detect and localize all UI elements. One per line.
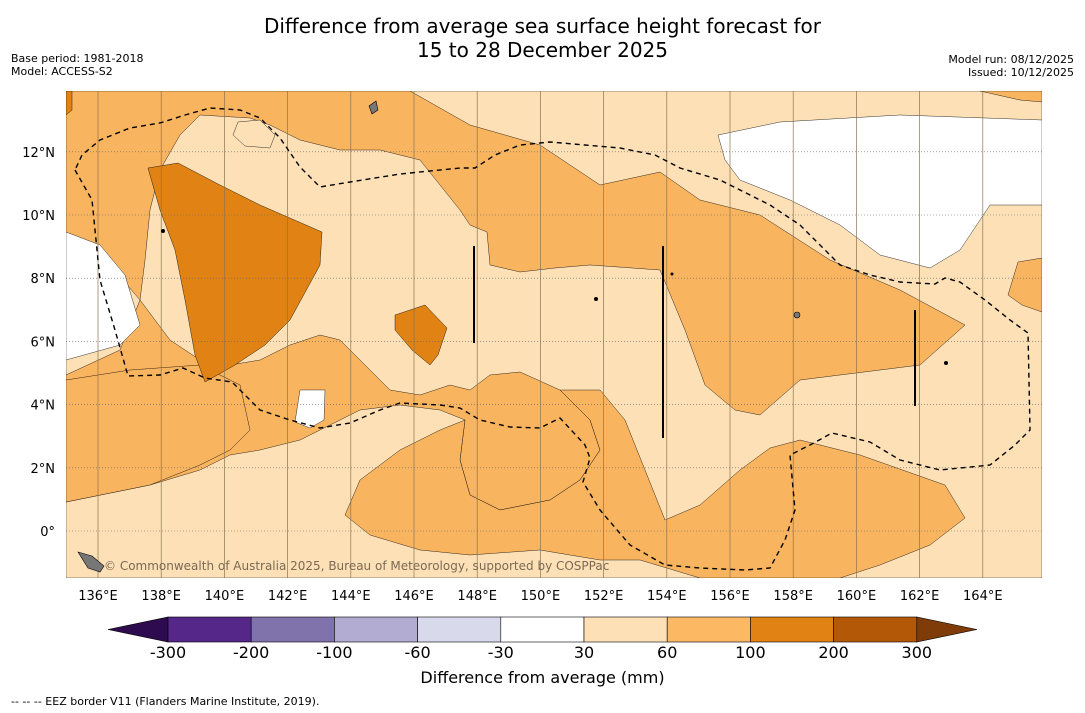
colorbar-tick-label: -100	[316, 643, 353, 662]
colorbar-tick-label: -30	[487, 643, 514, 662]
lon-label: 142°E	[268, 589, 308, 604]
colorbar-arrow-high	[916, 616, 978, 643]
title-line-2: 15 to 28 December 2025	[416, 38, 668, 62]
contour-30-60-north	[232, 119, 276, 149]
colorbar-tick-label: 300	[901, 643, 933, 662]
contour-60-100-northeast	[979, 91, 1042, 103]
colorbar-swatch	[833, 616, 918, 643]
model-run: Model run: 08/12/2025	[948, 53, 1074, 66]
chart-title: Difference from average sea surface heig…	[0, 14, 1085, 62]
lon-label: 140°E	[205, 589, 245, 604]
colorbar-arrow-low	[107, 616, 169, 643]
lon-label: 158°E	[773, 589, 813, 604]
contour-60-100-east	[1007, 257, 1042, 313]
base-period: Base period: 1981-2018	[11, 52, 144, 65]
colorbar-swatch	[750, 616, 834, 643]
lon-label: 146°E	[394, 589, 434, 604]
lon-label: 162°E	[900, 589, 940, 604]
colorbar-swatch	[417, 616, 502, 643]
lat-label: 0°	[40, 525, 55, 540]
lon-label: 152°E	[584, 589, 624, 604]
contour-below-30-northeast	[717, 114, 1042, 269]
issued-date: Issued: 10/12/2025	[967, 66, 1074, 79]
lon-label: 144°E	[331, 589, 371, 604]
model-name: Model: ACCESS-S2	[11, 65, 113, 78]
lat-label: 10°N	[22, 209, 55, 224]
island-pohnpei	[793, 311, 801, 319]
colorbar-swatch	[334, 616, 418, 643]
lon-label: 156°E	[710, 589, 750, 604]
colorbar-swatch	[250, 616, 335, 643]
lon-label: 148°E	[457, 589, 497, 604]
colorbar-swatch	[500, 616, 585, 643]
eez-legend-note: -- -- -- EEZ border V11 (Flanders Marine…	[11, 695, 320, 708]
colorbar-tick-label: 100	[735, 643, 766, 662]
colorbar-tick-label: -200	[233, 643, 270, 662]
island-png-coast	[77, 551, 105, 573]
lat-label: 4°N	[31, 399, 56, 414]
lat-label: 12°N	[22, 146, 55, 161]
eez-border	[74, 107, 1031, 571]
lat-label: 6°N	[31, 335, 56, 350]
map-area	[66, 91, 1042, 578]
lat-label: 2°N	[31, 462, 56, 477]
island-guam	[368, 100, 379, 115]
contour-100-200-west	[147, 162, 323, 383]
colorbar	[107, 616, 978, 643]
lon-label: 164°E	[963, 589, 1003, 604]
meta-right: Model run: 08/12/2025 Issued: 10/12/2025	[948, 53, 1074, 79]
title-line-1: Difference from average sea surface heig…	[263, 14, 822, 38]
meta-left: Base period: 1981-2018 Model: ACCESS-S2	[11, 52, 143, 78]
colorbar-tick-label: 200	[818, 643, 849, 662]
lon-label: 136°E	[78, 589, 118, 604]
colorbar-swatch	[583, 616, 668, 643]
latitude-labels: 0° 2°N 4°N 6°N 8°N 10°N 12°N	[22, 146, 55, 540]
colorbar-title: Difference from average (mm)	[420, 668, 665, 687]
lon-label: 160°E	[837, 589, 877, 604]
colorbar-tick-label: 30	[573, 643, 595, 662]
longitude-gridlines	[97, 91, 984, 578]
longitude-labels: 136°E 138°E 140°E 142°E 144°E 146°E 148°E 150°E…	[78, 589, 1002, 604]
colorbar-tick-label: -60	[404, 643, 431, 662]
copyright-text: © Commonwealth of Australia 2025, Bureau…	[104, 559, 609, 573]
contour-100-200-central	[394, 304, 448, 366]
latitude-gridlines	[66, 151, 1042, 532]
island-dot	[670, 272, 674, 276]
lon-label: 154°E	[647, 589, 687, 604]
colorbar-swatch	[167, 616, 252, 643]
colorbar-tick-label: -300	[149, 643, 187, 662]
contour-below-30-west	[66, 231, 141, 361]
lat-label: 8°N	[31, 272, 56, 287]
lon-label: 138°E	[141, 589, 181, 604]
contour-below-30-small	[294, 389, 326, 429]
island-chuuk	[594, 297, 598, 301]
contour-100-200-corner	[66, 91, 73, 116]
colorbar-tick-label: 60	[657, 643, 678, 662]
colorbar-swatch	[666, 616, 751, 643]
island-yap	[161, 229, 165, 233]
lon-label: 150°E	[521, 589, 561, 604]
island-kosrae	[944, 361, 948, 365]
